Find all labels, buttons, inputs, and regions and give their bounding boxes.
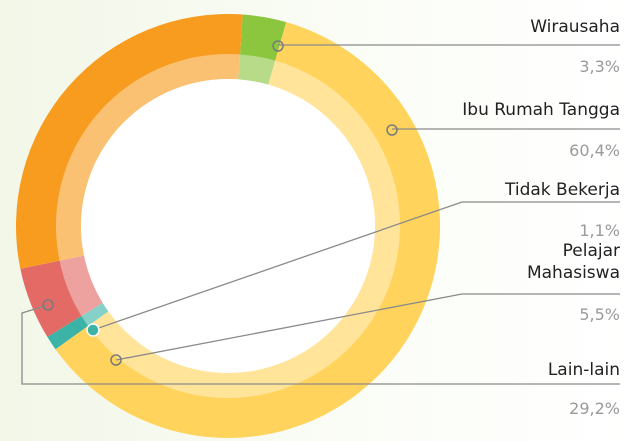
value-label: 3,3% bbox=[579, 57, 620, 76]
leader-marker bbox=[86, 323, 100, 337]
leader-marker bbox=[386, 124, 398, 136]
leader bbox=[386, 124, 620, 136]
leader-marker bbox=[110, 354, 122, 366]
value-label: 29,2% bbox=[569, 399, 620, 418]
donut-slice bbox=[20, 255, 103, 337]
donut-hole bbox=[81, 79, 375, 373]
donut-slice bbox=[238, 14, 287, 85]
legend-label: Pelajar Mahasiswa bbox=[526, 241, 620, 283]
value-label: 5,5% bbox=[579, 305, 620, 324]
leader-marker bbox=[272, 40, 284, 52]
leader-line bbox=[115, 293, 620, 361]
donut-slice bbox=[15, 14, 243, 269]
leader-line bbox=[92, 201, 620, 331]
leader bbox=[110, 293, 620, 366]
leader bbox=[86, 201, 620, 337]
legend-label: Lain-lain bbox=[547, 360, 620, 380]
leader bbox=[272, 40, 620, 52]
legend-label: Ibu Rumah Tangga bbox=[462, 100, 620, 120]
leader-marker bbox=[42, 299, 54, 311]
legend-label: Wirausaha bbox=[530, 17, 620, 37]
legend-label: Tidak Bekerja bbox=[505, 180, 620, 200]
value-label: 60,4% bbox=[569, 141, 620, 160]
donut-slice bbox=[47, 302, 109, 350]
leader-line bbox=[21, 304, 620, 385]
donut-slice bbox=[55, 22, 440, 438]
leader bbox=[21, 299, 620, 385]
value-label: 1,1% bbox=[579, 221, 620, 240]
